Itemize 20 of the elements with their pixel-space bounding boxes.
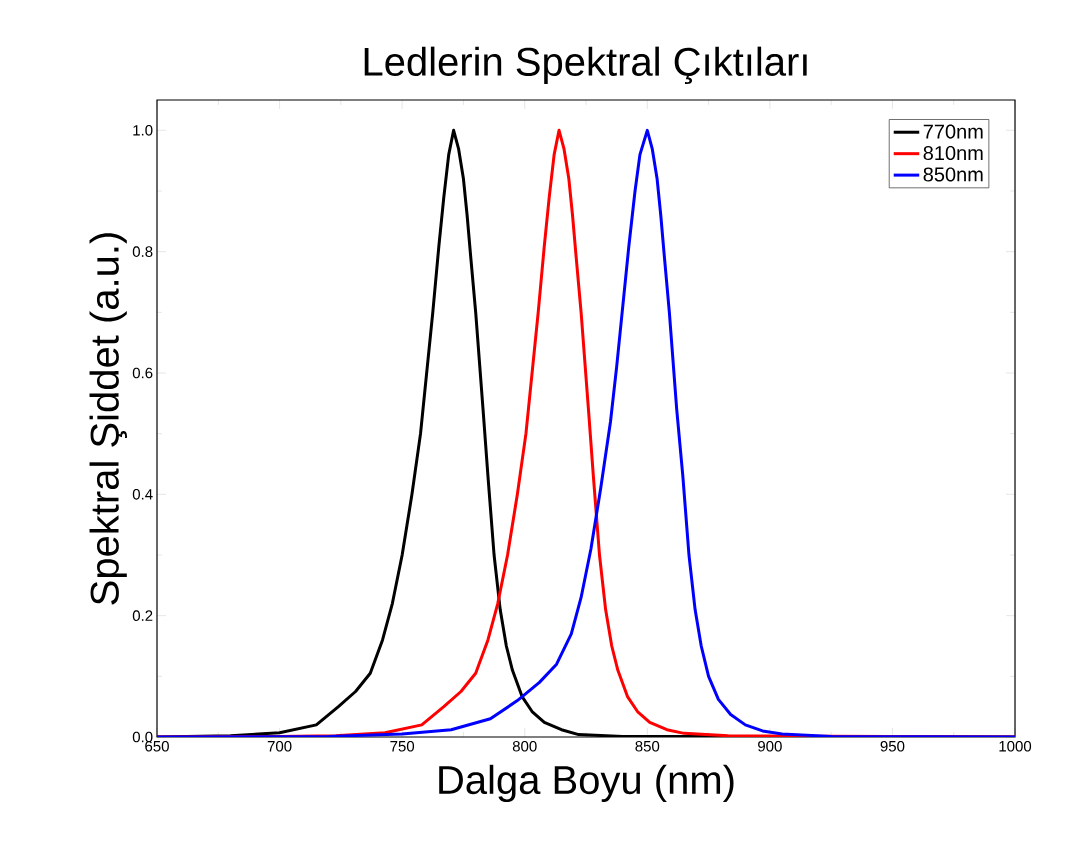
x-tick-label: 750 — [390, 740, 415, 752]
x-tick-label: 800 — [512, 740, 537, 752]
y-tick-label: 0.2 — [132, 610, 153, 621]
legend-label: 850nm — [923, 167, 983, 182]
x-tick-label: 650 — [145, 740, 169, 752]
x-tick-label: 850 — [635, 740, 660, 752]
x-axis-title: Dalga Boyu (nm) — [439, 764, 734, 803]
y-tick-label: 1.0 — [133, 125, 153, 136]
y-axis-title: Spektral Şiddet (a.u.) — [89, 233, 127, 605]
x-tick-label: 1000 — [999, 740, 1032, 752]
x-tick-label: 700 — [267, 740, 292, 752]
y-tick-label: 0.0 — [132, 731, 153, 743]
y-tick-label: 0.6 — [132, 367, 153, 379]
x-tick-label: 900 — [758, 740, 782, 752]
y-tick-label: 0.4 — [132, 489, 153, 500]
legend-label: 770nm — [923, 124, 983, 139]
x-tick-label: 950 — [880, 740, 905, 752]
legend-label: 810nm — [923, 145, 983, 161]
chart-title: Ledlerin Spektral Çıktıları — [364, 46, 807, 85]
y-tick-label: 0.8 — [132, 246, 153, 257]
